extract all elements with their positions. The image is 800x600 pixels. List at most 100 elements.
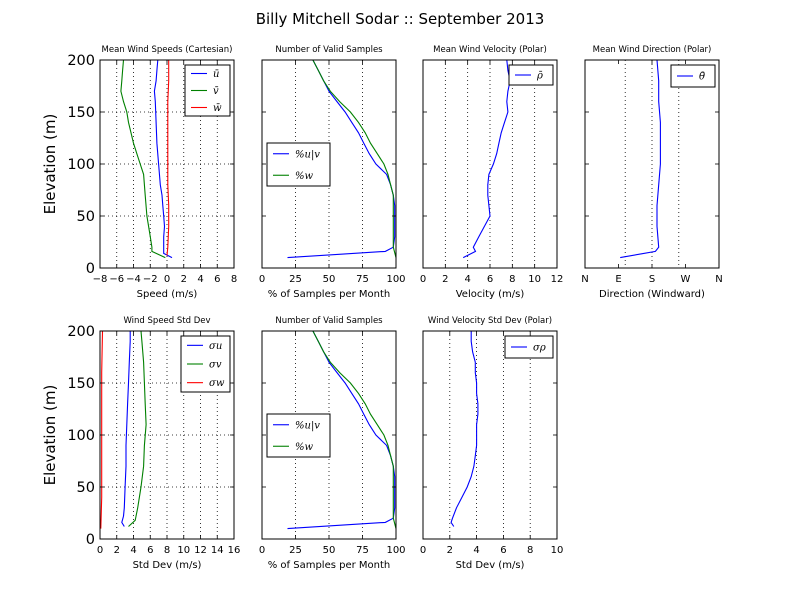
x-tick-label: 6 — [147, 545, 153, 556]
series-line — [153, 59, 173, 259]
series-line — [287, 59, 396, 259]
panel-title: Wind Velocity Std Dev (Polar) — [428, 316, 552, 326]
x-tick-label: 10 — [177, 545, 190, 556]
x-tick-label: 4 — [473, 545, 479, 556]
y-tick-label: 200 — [67, 324, 95, 340]
y-tick-label: 50 — [77, 209, 95, 225]
x-tick-label: 25 — [289, 274, 302, 285]
panel-title: Mean Wind Direction (Polar) — [593, 45, 712, 55]
x-tick-label: −4 — [126, 274, 141, 285]
y-tick-label: 100 — [67, 428, 95, 444]
y-tick-label: 0 — [86, 532, 95, 548]
legend-label: σρ — [533, 343, 546, 354]
x-tick-label: 2 — [181, 274, 187, 285]
x-tick-label: 4 — [197, 274, 203, 285]
y-axis-label: Elevation (m) — [41, 114, 59, 215]
x-tick-label: 12 — [551, 274, 564, 285]
x-tick-label: 2 — [114, 545, 120, 556]
x-axis-label: % of Samples per Month — [268, 560, 391, 571]
panel-title: Number of Valid Samples — [275, 45, 383, 55]
figure-title: Billy Mitchell Sodar :: September 2013 — [256, 10, 545, 28]
legend-label: σu — [209, 341, 222, 352]
x-tick-label: W — [681, 274, 691, 285]
x-tick-label: 75 — [356, 545, 369, 556]
legend-label: %u|v — [295, 420, 320, 431]
legend-label: %w — [295, 171, 314, 182]
x-tick-label: N — [715, 274, 722, 285]
legend-label: %u|v — [295, 149, 320, 160]
series-line — [128, 330, 147, 527]
y-axis-label: Elevation (m) — [41, 385, 59, 486]
x-tick-label: 4 — [464, 274, 470, 285]
x-tick-label: 8 — [231, 274, 237, 285]
x-tick-label: E — [615, 274, 621, 285]
legend-label: σv — [209, 360, 222, 371]
panel-6: 0 25 50 75 100 Number of Valid Samples % of Sa… — [259, 316, 406, 571]
x-tick-label: −6 — [109, 274, 124, 285]
x-tick-label: S — [649, 274, 655, 285]
series-line — [462, 59, 511, 259]
x-tick-label: 6 — [487, 274, 493, 285]
panel-title: Wind Speed Std Dev — [123, 316, 210, 326]
y-tick-label: 200 — [67, 53, 95, 69]
y-tick-label: 150 — [67, 105, 95, 121]
x-tick-label: 75 — [356, 274, 369, 285]
x-tick-label: 8 — [527, 545, 533, 556]
x-axis-label: Direction (Windward) — [599, 289, 705, 300]
x-axis-label: % of Samples per Month — [268, 289, 391, 300]
x-tick-label: 0 — [97, 545, 103, 556]
panel-3: 0 2 4 6 8 10 12 Mean Wind Velocity (Polar) Veloc… — [420, 45, 564, 300]
legend-label: w̄ — [213, 103, 222, 114]
x-tick-label: 14 — [211, 545, 224, 556]
panel-title: Mean Wind Velocity (Polar) — [433, 45, 547, 55]
x-tick-label: 2 — [442, 274, 448, 285]
legend-box — [266, 413, 331, 458]
legend-label: θ̄ — [699, 72, 705, 83]
x-axis-label: Std Dev (m/s) — [456, 560, 525, 571]
x-tick-label: 50 — [323, 545, 336, 556]
x-tick-label: 100 — [386, 545, 405, 556]
legend-label: σw — [209, 378, 225, 389]
x-tick-label: 100 — [386, 274, 405, 285]
x-tick-label: −2 — [143, 274, 158, 285]
y-tick-label: 0 — [86, 261, 95, 277]
legend-label: ū — [213, 69, 219, 80]
x-tick-label: 0 — [259, 274, 265, 285]
legend-label: ρ̄ — [536, 71, 543, 82]
x-tick-label: N — [581, 274, 588, 285]
x-axis-label: Speed (m/s) — [137, 289, 198, 300]
x-tick-label: 50 — [323, 274, 336, 285]
x-tick-label: 6 — [500, 545, 506, 556]
panel-title: Number of Valid Samples — [275, 316, 383, 326]
x-tick-label: 0 — [420, 545, 426, 556]
x-tick-label: 0 — [164, 274, 170, 285]
x-tick-label: 0 — [259, 545, 265, 556]
x-axis-label: Velocity (m/s) — [456, 289, 525, 300]
y-tick-label: 50 — [77, 480, 95, 496]
legend-box — [266, 142, 331, 187]
panel-2: 0 25 50 75 100 Number of Valid Samples % of Sa… — [259, 45, 406, 300]
x-tick-label: 8 — [164, 545, 170, 556]
x-tick-label: 0 — [420, 274, 426, 285]
x-tick-label: 8 — [509, 274, 515, 285]
x-tick-label: 4 — [130, 545, 136, 556]
legend-label: %w — [295, 442, 314, 453]
panel-title: Mean Wind Speeds (Cartesian) — [102, 45, 233, 55]
series-line — [450, 331, 479, 527]
x-tick-label: 12 — [194, 545, 207, 556]
series-line — [166, 60, 170, 256]
series-line — [121, 331, 131, 527]
series-line — [120, 59, 166, 259]
legend-label: v̄ — [213, 86, 219, 97]
x-tick-label: 6 — [214, 274, 220, 285]
x-tick-label: −8 — [93, 274, 108, 285]
x-tick-label: 2 — [447, 545, 453, 556]
series-line — [287, 330, 396, 530]
y-tick-label: 100 — [67, 157, 95, 173]
x-tick-label: 10 — [551, 545, 564, 556]
panel-4: N E S W N Mean Wind Direction (Polar) Directio… — [581, 45, 722, 300]
legend-box — [504, 335, 554, 359]
